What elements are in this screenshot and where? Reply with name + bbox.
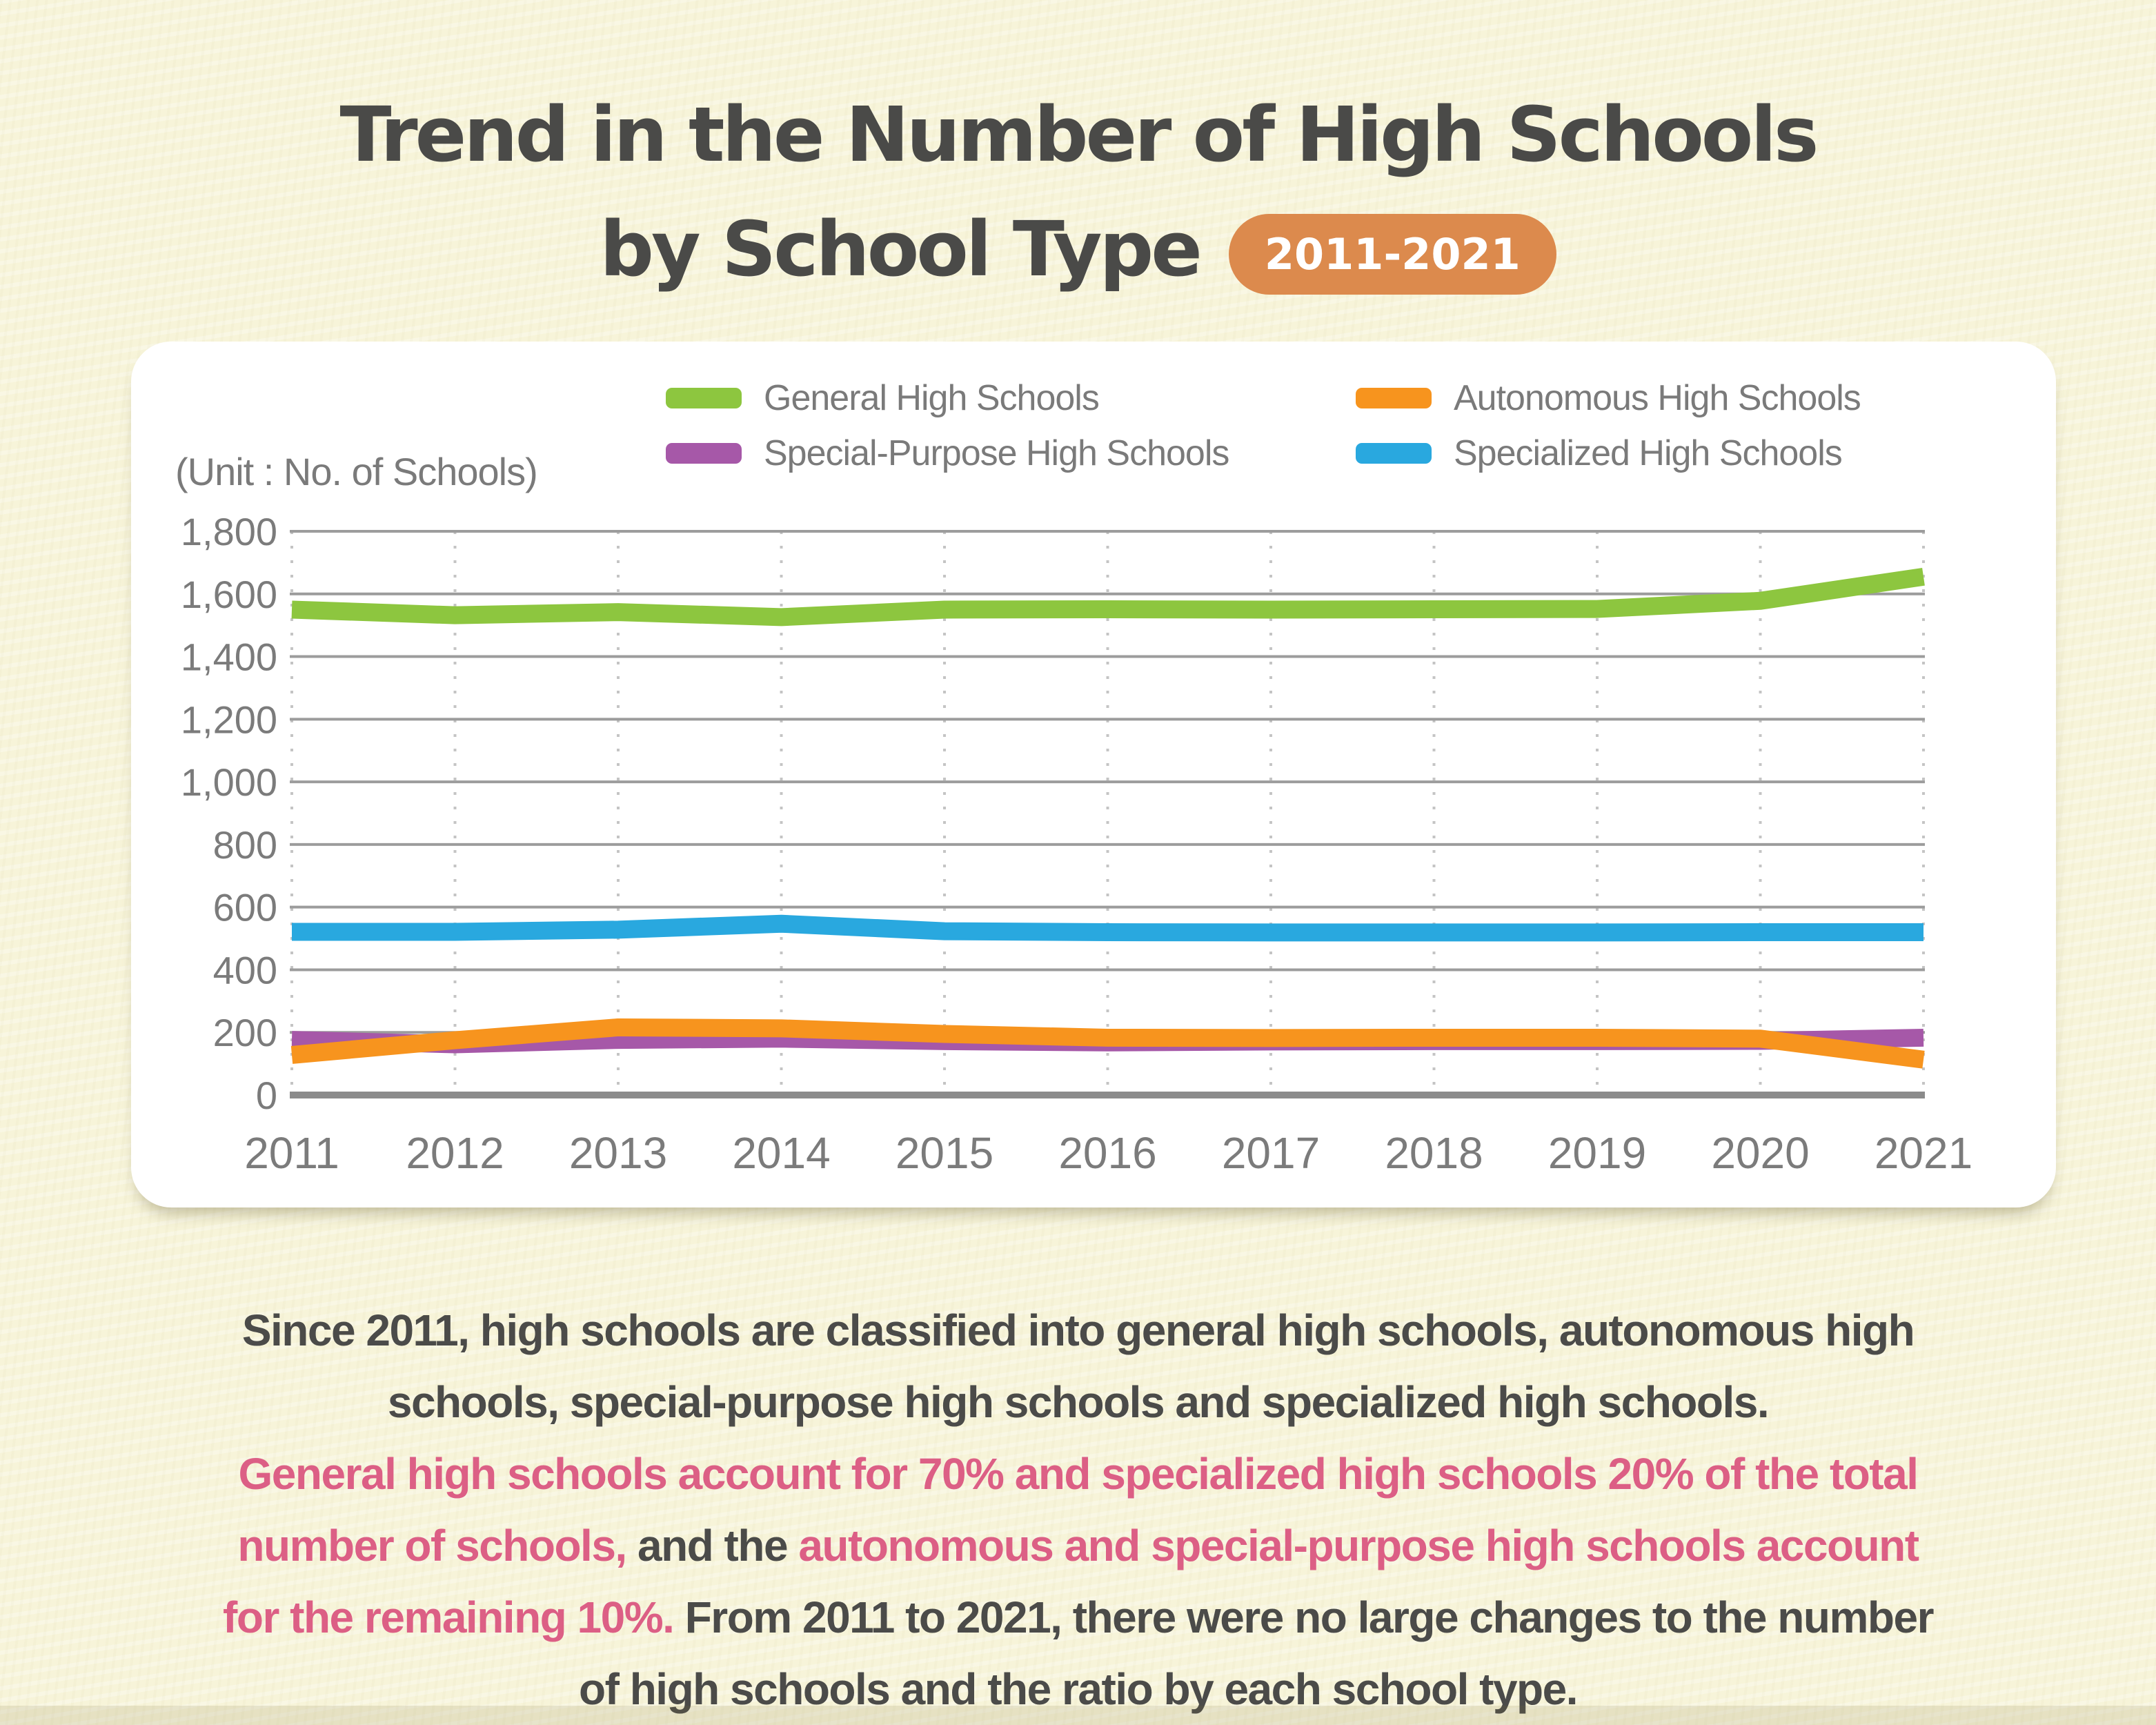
legend-label: General High Schools (764, 378, 1100, 418)
y-axis-tick-label: 0 (256, 1074, 277, 1117)
x-axis-tick-label: 2016 (1058, 1128, 1156, 1178)
legend-swatch-icon (666, 443, 742, 464)
chart-plot: 0 200 400 600 800 1,000 1,200 1,400 1,600 1,800 20… (181, 510, 1972, 1178)
description-segment-dark: of high schools and the ratio by each sc… (579, 1664, 1579, 1714)
y-axis-tick-label: 600 (213, 886, 277, 929)
legend-swatch-icon (1356, 443, 1432, 464)
page-title-row2: by School Type 2011-2021 (0, 192, 2156, 306)
x-axis-tick-label: 2013 (569, 1128, 667, 1178)
description-segment-dark: Since 2011, high schools are classified … (241, 1305, 1915, 1355)
series-line-specialized-high-schools (292, 914, 1923, 942)
description-segment-dark: schools, special-purpose high schools an… (387, 1377, 1770, 1427)
legend-swatch-icon (1356, 388, 1432, 408)
legend-item: Specialized High Schools (1356, 433, 1843, 474)
description-line: of high schools and the ratio by each sc… (0, 1653, 2156, 1725)
description-line: for the remaining 10%. From 2011 to 2021… (0, 1581, 2156, 1653)
description-line: Since 2011, high schools are classified … (0, 1294, 2156, 1366)
x-axis-tick-label: 2014 (732, 1128, 830, 1178)
legend-item: Special-Purpose High Schools (666, 433, 1229, 474)
description-segment-pink: General high schools account for 70% and… (238, 1449, 1919, 1499)
y-axis-tick-label: 1,600 (181, 573, 277, 616)
description: Since 2011, high schools are classified … (0, 1294, 2156, 1725)
page-title-line1: Trend in the Number of High Schools (339, 90, 1819, 179)
y-axis-tick-label: 1,400 (181, 635, 277, 679)
legend-label: Autonomous High Schools (1454, 378, 1861, 418)
y-axis-tick-label: 1,800 (181, 510, 277, 553)
legend-label: Specialized High Schools (1454, 433, 1843, 473)
x-axis-tick-label: 2011 (244, 1128, 339, 1178)
description-segment-dark: From 2011 to 2021, there were no large c… (673, 1593, 1935, 1642)
x-axis-tick-label: 2018 (1385, 1128, 1483, 1178)
x-axis-tick-label: 2017 (1222, 1128, 1320, 1178)
description-line: number of schools, and the autonomous an… (0, 1510, 2156, 1581)
page-header: Trend in the Number of High Schools by S… (0, 77, 2156, 306)
y-axis-tick-label: 1,000 (181, 760, 277, 804)
x-axis-tick-label: 2012 (406, 1128, 504, 1178)
legend-item: Autonomous High Schools (1356, 377, 1861, 419)
y-axis-tick-label: 1,200 (181, 698, 277, 741)
x-axis-tick-label: 2021 (1875, 1128, 1972, 1178)
year-range-badge: 2011-2021 (1228, 213, 1556, 295)
legend-swatch-icon (666, 388, 742, 408)
y-axis-tick-label: 400 (213, 948, 277, 992)
series-line-general-high-schools (291, 567, 1925, 627)
x-axis-tick-label: 2019 (1548, 1128, 1646, 1178)
chart-card: General High Schools Autonomous High Scho… (131, 342, 2056, 1208)
description-segment-pink: for the remaining 10%. (223, 1593, 675, 1642)
legend-label: Special-Purpose High Schools (764, 433, 1229, 473)
unit-label: (Unit : No. of Schools) (175, 450, 538, 493)
bottom-edge-strip (0, 1706, 2156, 1725)
series-line-autonomous-high-schools (290, 1018, 1925, 1069)
y-axis-tick-label: 800 (213, 823, 277, 867)
description-segment-pink: number of schools, (237, 1521, 627, 1570)
legend-item: General High Schools (666, 377, 1100, 419)
description-line: schools, special-purpose high schools an… (0, 1366, 2156, 1438)
description-segment-pink: autonomous and special-purpose high scho… (798, 1521, 1919, 1570)
x-axis-tick-label: 2015 (896, 1128, 993, 1178)
x-axis-tick-label: 2020 (1711, 1128, 1809, 1178)
page-title-line2: by School Type (600, 205, 1203, 293)
description-line: General high schools account for 70% and… (0, 1438, 2156, 1510)
description-segment-dark: and the (626, 1521, 799, 1570)
y-axis-tick-label: 200 (213, 1011, 277, 1054)
